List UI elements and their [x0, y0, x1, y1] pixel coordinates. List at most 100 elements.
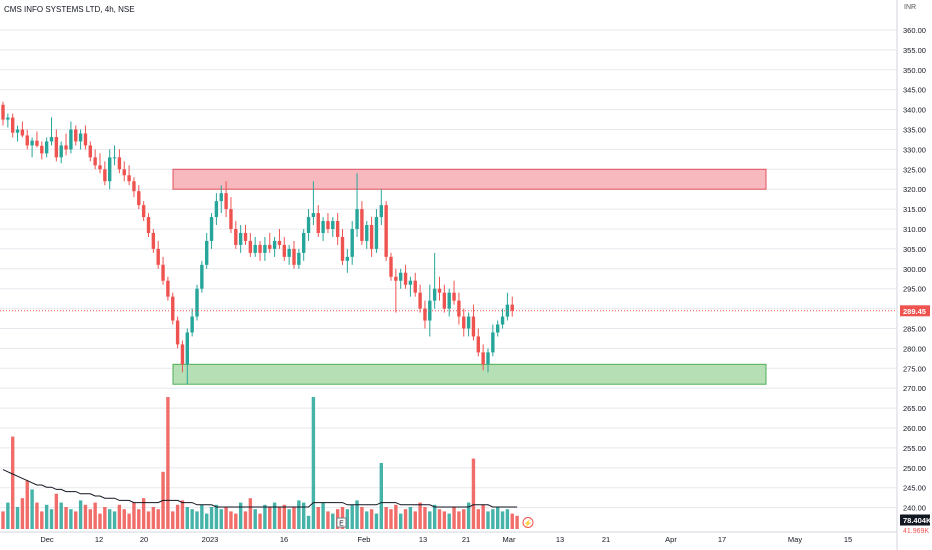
volume-bar [316, 507, 320, 529]
candle-body [25, 135, 29, 146]
x-tick-label: Mar [503, 535, 516, 544]
volume-bar [49, 509, 54, 529]
candle-body [462, 316, 466, 329]
time-axis[interactable]: Dec 12 20 2023 16 Feb 13 21 Mar 13 21 Apr 17 May 15 [40, 535, 852, 544]
candle-body [457, 300, 461, 317]
x-tick-label: 15 [844, 535, 852, 544]
volume-bar [326, 511, 330, 529]
volume-ma-polyline [2, 469, 518, 508]
candle-body [20, 129, 25, 136]
volume-bar [132, 502, 136, 529]
price-axis[interactable]: 240.00 245.00 250.00 255.00 260.00 265.00 270.… [903, 26, 926, 513]
volume-bar [64, 507, 68, 529]
volume-bar [471, 458, 476, 529]
volume-bar [243, 511, 248, 529]
last-price-tag [900, 305, 930, 317]
volume-bar [263, 504, 267, 529]
volume-bar [394, 504, 398, 529]
volume-bar [345, 509, 350, 529]
candle-body [248, 240, 253, 253]
y-tick-label: 310.00 [903, 225, 926, 234]
volume-bar [297, 500, 301, 529]
y-tick-label: 355.00 [903, 46, 926, 55]
earnings-marker[interactable] [336, 517, 347, 528]
candle-body [132, 181, 136, 192]
volume-bar [447, 513, 451, 529]
candle-body [190, 316, 194, 333]
dividend-marker[interactable] [522, 517, 534, 528]
volume-bar [437, 509, 442, 529]
volume-bar [442, 511, 447, 529]
volume-bar [452, 507, 456, 529]
last-price-tag-text: 289.45 [903, 307, 926, 316]
candle-body [272, 240, 277, 249]
candle-body [394, 276, 398, 281]
resistance-zone[interactable] [172, 168, 767, 190]
candle-body [345, 256, 350, 261]
candle-body [423, 308, 427, 321]
candle-body [311, 213, 316, 218]
candle-body [292, 248, 296, 265]
y-tick-label: 250.00 [903, 464, 926, 473]
volume-bar [355, 500, 359, 529]
candle-body [442, 292, 447, 309]
volume-bar [476, 509, 480, 529]
candle-body [6, 117, 10, 120]
volume-bar [166, 397, 170, 529]
volume-bar [59, 502, 63, 529]
price-zones [172, 168, 767, 385]
volume-bar [93, 502, 97, 529]
candle-body [297, 252, 301, 265]
volume-bar [282, 504, 286, 529]
volume-bar [369, 509, 374, 529]
candle-body [175, 320, 180, 345]
candle-body [258, 244, 262, 253]
volume-bar [408, 507, 413, 529]
candle-body [15, 129, 20, 133]
candle-body [389, 256, 393, 277]
candle-body [1, 104, 5, 120]
candle-body [500, 316, 505, 325]
candle-body [30, 140, 34, 146]
axis-tags: 289.45 78.404K 41.969K [900, 305, 932, 535]
volume-bar [180, 500, 185, 529]
volume-bar [25, 480, 29, 529]
candle-body [127, 175, 131, 182]
candle-body [481, 352, 485, 365]
candle-body [253, 244, 257, 253]
candle-body [112, 157, 117, 159]
candle-body [200, 264, 204, 289]
dividend-marker-icon: ⚡ [524, 519, 533, 528]
candle-body [452, 292, 456, 301]
support-zone[interactable] [172, 363, 767, 385]
candle-body [510, 304, 514, 311]
volume-bar [486, 511, 490, 529]
volume-bar [374, 513, 379, 529]
candle-body [98, 165, 102, 170]
candle-body [496, 324, 500, 333]
y-tick-label: 360.00 [903, 26, 926, 35]
candle-body [151, 232, 156, 249]
x-tick-label: 13 [556, 535, 564, 544]
candle-body [263, 244, 267, 253]
candle-body [418, 292, 422, 309]
candle-body [166, 280, 170, 297]
x-tick-label: Apr [665, 535, 677, 544]
x-tick-label: Dec [40, 535, 54, 544]
candle-body [195, 288, 199, 317]
volume-ma-line [2, 469, 518, 508]
volume-bar [156, 509, 160, 529]
volume-tag-text: 78.404K [903, 516, 932, 525]
volume-bar [432, 504, 437, 529]
candle-body [365, 225, 369, 241]
y-tick-label: 280.00 [903, 344, 926, 353]
candle-body [306, 217, 311, 233]
candle-body [447, 292, 451, 309]
volume-bar [418, 502, 422, 529]
candle-body [49, 137, 54, 142]
chart-title: CMS INFO SYSTEMS LTD, 4h, NSE [4, 5, 135, 14]
candle-body [432, 288, 437, 301]
candle-body [268, 244, 272, 249]
candle-body [224, 193, 228, 210]
